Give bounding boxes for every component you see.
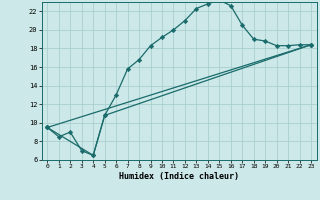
X-axis label: Humidex (Indice chaleur): Humidex (Indice chaleur): [119, 172, 239, 181]
